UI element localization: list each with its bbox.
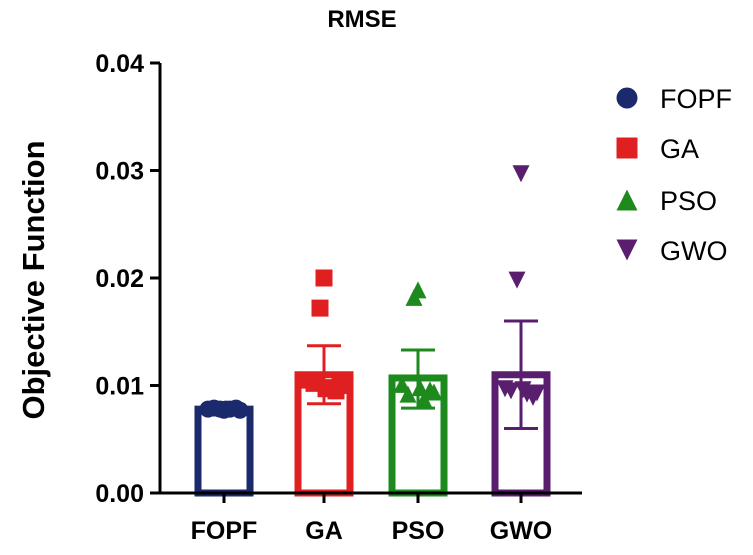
data-point-gwo bbox=[496, 380, 514, 398]
legend-marker-fopf bbox=[616, 87, 638, 109]
bar-group-gwo bbox=[491, 165, 551, 497]
chart-title: RMSE bbox=[327, 6, 396, 33]
legend-label-ga: GA bbox=[660, 134, 699, 164]
data-point-fopf bbox=[231, 401, 249, 419]
bar-group-pso bbox=[388, 281, 448, 497]
legend-label-gwo: GWO bbox=[660, 236, 728, 266]
data-point-pso bbox=[415, 390, 433, 408]
data-point-fopf bbox=[217, 400, 235, 418]
bar-group-fopf bbox=[194, 399, 254, 497]
legend-marker-ga bbox=[616, 137, 638, 159]
bar-group-ga bbox=[294, 269, 354, 497]
y-tick-label: 0.02 bbox=[95, 265, 144, 293]
y-axis-label: Objective Function bbox=[16, 140, 51, 419]
x-tick-label: GWO bbox=[490, 517, 553, 545]
legend-item-ga: GA bbox=[616, 134, 699, 164]
data-point-pso bbox=[393, 375, 411, 393]
data-point-ga bbox=[317, 380, 335, 398]
legend: FOPF GA PSO GWO bbox=[616, 84, 732, 266]
data-point-gwo bbox=[508, 271, 526, 289]
y-tick-label: 0.01 bbox=[95, 373, 144, 401]
plot-area bbox=[194, 165, 551, 497]
data-point-ga bbox=[315, 269, 333, 287]
legend-label-pso: PSO bbox=[660, 186, 717, 216]
y-tick-label: 0.00 bbox=[95, 480, 144, 508]
x-tick-label: FOPF bbox=[191, 517, 258, 545]
legend-marker-gwo bbox=[616, 239, 638, 261]
data-point-pso bbox=[425, 383, 443, 401]
data-point-gwo bbox=[528, 384, 546, 402]
x-tick-label: PSO bbox=[392, 517, 445, 545]
axes: 0.00 0.01 0.02 0.03 0.04 FOPF GA PSO GWO bbox=[95, 50, 582, 545]
data-point-pso bbox=[405, 288, 423, 306]
legend-marker-pso bbox=[616, 189, 638, 211]
data-point-ga bbox=[311, 299, 329, 317]
legend-item-fopf: FOPF bbox=[616, 84, 732, 114]
data-point-fopf bbox=[199, 400, 217, 418]
x-tick-label: GA bbox=[305, 517, 343, 545]
data-point-pso bbox=[399, 385, 417, 403]
data-point-ga bbox=[331, 377, 349, 394]
legend-item-gwo: GWO bbox=[616, 236, 728, 266]
data-point-gwo bbox=[512, 165, 530, 183]
data-point-gwo bbox=[514, 381, 532, 399]
y-tick-label: 0.03 bbox=[95, 158, 144, 186]
legend-item-pso: PSO bbox=[616, 186, 717, 216]
data-point-pso bbox=[411, 379, 429, 397]
bar-fopf bbox=[194, 405, 254, 497]
y-tick-label: 0.04 bbox=[95, 50, 144, 78]
legend-label-fopf: FOPF bbox=[660, 84, 732, 114]
data-point-ga bbox=[299, 371, 317, 389]
